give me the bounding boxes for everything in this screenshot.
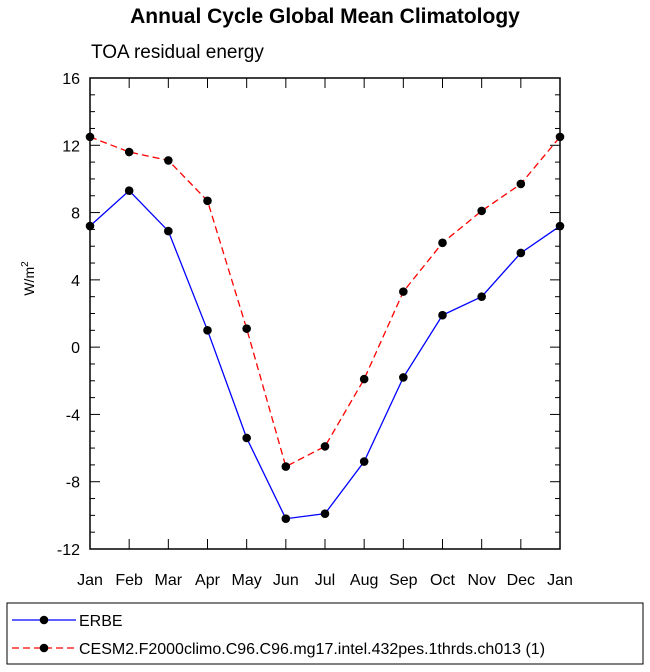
x-tick-label: May — [232, 572, 262, 589]
x-tick-label: Apr — [195, 572, 221, 589]
legend-label-2: CESM2.F2000climo.C96.C96.mg17.intel.432p… — [79, 641, 545, 658]
x-tick-label: Jan — [77, 572, 103, 589]
y-tick-label: 16 — [62, 71, 80, 88]
y-tick-label: 0 — [71, 340, 80, 357]
series-2-point — [477, 206, 486, 216]
legend-box — [6, 602, 644, 665]
series-1-point — [242, 433, 251, 443]
series-1-point — [399, 373, 408, 382]
x-tick-label: Feb — [115, 572, 143, 589]
x-tick-label: Mar — [155, 572, 183, 589]
series-1-point — [359, 457, 369, 466]
y-tick-label: -4 — [66, 407, 80, 424]
y-tick-label: -12 — [57, 542, 80, 559]
chart-subtitle: TOA residual energy — [91, 42, 264, 63]
x-tick-label: Aug — [350, 572, 378, 589]
series-1-point — [164, 226, 173, 236]
y-tick-label: 8 — [71, 206, 80, 223]
x-tick-label: Nov — [467, 572, 495, 589]
series-2-point — [359, 374, 369, 384]
plot-frame — [89, 77, 561, 550]
y-axis-label: W/m2 — [20, 261, 37, 296]
series-2-point — [281, 462, 291, 471]
series-2-point — [399, 287, 408, 296]
legend-marker-2 — [39, 643, 49, 653]
series-1-point — [203, 326, 212, 335]
y-axis-unit-exponent: 2 — [20, 261, 31, 267]
series-1-point — [124, 186, 134, 196]
series-2-point — [438, 238, 447, 248]
series-2-point — [203, 196, 212, 206]
legend: ERBE CESM2.F2000climo.C96.C96.mg17.intel.… — [6, 602, 644, 665]
series-1-point — [320, 509, 330, 518]
series-line-1 — [89, 189, 561, 520]
series-2-point — [320, 442, 330, 451]
series-1-point — [516, 248, 526, 258]
x-tick-label: Dec — [507, 572, 535, 589]
x-tick-label: Oct — [430, 572, 455, 589]
x-tick-label: Jul — [315, 572, 335, 589]
series-2-point — [516, 179, 526, 189]
series-1-point — [477, 292, 486, 301]
chart-title: Annual Cycle Global Mean Climatology — [130, 5, 520, 28]
legend-label-1: ERBE — [79, 613, 123, 630]
legend-marker-1 — [39, 615, 49, 625]
series-2-point — [164, 156, 173, 165]
series-1-point — [281, 514, 291, 524]
x-tick-label: Jun — [273, 572, 299, 589]
y-axis-title: W/m2 — [20, 261, 37, 296]
x-tick-label: Sep — [389, 572, 418, 589]
series-line-2 — [89, 136, 561, 468]
series-2-point — [242, 324, 251, 333]
y-tick-label: 4 — [71, 273, 80, 290]
y-tick-label: -8 — [66, 475, 80, 492]
series-1-point — [438, 310, 447, 320]
y-tick-label: 12 — [62, 138, 80, 155]
x-tick-label: Jan — [547, 572, 573, 589]
series-2-point — [124, 147, 134, 157]
y-axis-unit: W/m — [21, 267, 37, 296]
